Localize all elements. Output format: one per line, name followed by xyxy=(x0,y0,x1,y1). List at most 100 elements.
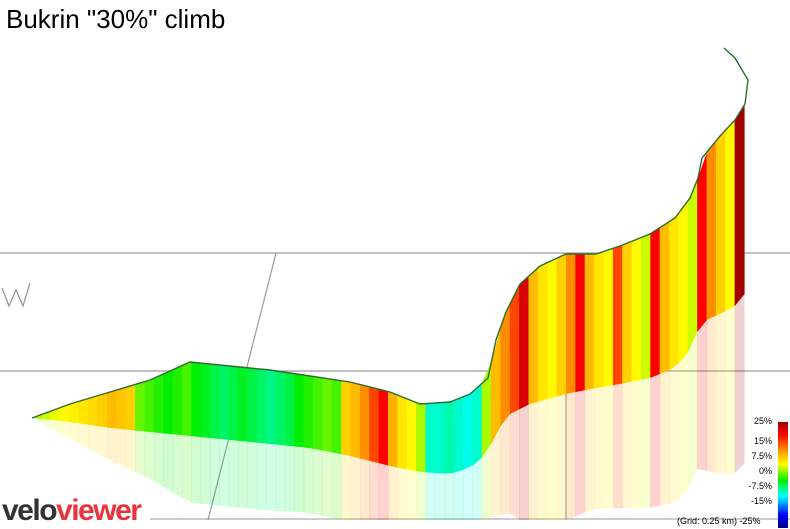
reflection-strip xyxy=(50,419,61,434)
reflection-strip xyxy=(491,425,502,518)
reflection-strip xyxy=(697,319,708,471)
gradient-strip xyxy=(369,386,380,464)
profile-top-edge xyxy=(31,47,749,419)
gradient-strip xyxy=(219,364,230,440)
reflection-strip xyxy=(135,430,146,477)
gradient-strip xyxy=(228,365,239,441)
chart-title: Bukrin "30%" climb xyxy=(6,4,226,34)
reflection-strip xyxy=(547,396,558,520)
gradient-strip xyxy=(247,367,258,443)
gradient-strip xyxy=(715,129,726,316)
reflection-strip xyxy=(172,434,183,499)
gradient-strip xyxy=(303,375,314,449)
reflection-strip xyxy=(256,442,267,511)
reflection-strip xyxy=(378,463,389,520)
gradient-strip xyxy=(163,369,174,435)
reflection-strip xyxy=(153,432,164,487)
gradient-strip xyxy=(294,373,305,448)
gradient-strip xyxy=(519,275,530,410)
reflection-strip xyxy=(210,438,220,506)
gradient-strip xyxy=(284,372,295,447)
reflection-strip xyxy=(219,438,230,507)
reflection-strip xyxy=(200,437,211,505)
reflection-strip xyxy=(41,418,52,429)
reflection-strip xyxy=(687,330,698,490)
gradient-strip xyxy=(144,378,155,433)
gradient-strip xyxy=(631,237,642,382)
reflection-strip xyxy=(528,401,539,520)
gradient-strip xyxy=(500,303,511,427)
gradient-strip xyxy=(725,119,736,312)
reflection-strip xyxy=(566,392,576,520)
profile-strips xyxy=(32,105,745,474)
reflection-strip xyxy=(481,442,492,520)
reflection-strip xyxy=(425,472,436,520)
gradient-strip xyxy=(313,376,324,451)
reflection-strip xyxy=(181,435,192,503)
gradient-strip xyxy=(669,212,680,371)
gradient-strip xyxy=(416,402,427,473)
reflection-strip xyxy=(622,381,633,509)
reflection-strip xyxy=(228,439,239,508)
gradient-strip xyxy=(350,382,361,459)
reflection-strip xyxy=(322,450,333,519)
grid-scale-note: (Grid: 0.25 km) -25% xyxy=(677,516,761,526)
reflection-strip xyxy=(556,393,567,520)
reflection-strip xyxy=(341,454,352,520)
gradient-strip xyxy=(491,325,502,445)
reflection-strip xyxy=(116,428,127,468)
gradient-legend: 25% 15% 7.5% 0% -7.5% -15% xyxy=(740,414,790,528)
gradient-strip xyxy=(547,258,558,400)
gradient-strip xyxy=(181,362,192,437)
reflection-strip xyxy=(734,294,745,474)
reflection-strip xyxy=(266,443,277,511)
gradient-strip xyxy=(210,364,220,439)
gradient-strip xyxy=(331,379,342,455)
reflection-strip xyxy=(669,363,680,505)
gradient-strip xyxy=(78,398,89,425)
reflection-strip xyxy=(144,431,155,482)
legend-label-neg15: -15% xyxy=(750,496,772,506)
reflection-strip xyxy=(60,420,71,439)
gradient-strip xyxy=(444,400,455,474)
reflection-strip xyxy=(238,440,249,509)
reflection-strip xyxy=(612,383,623,509)
gradient-strip xyxy=(135,381,146,432)
reflection-strip xyxy=(331,452,342,520)
gradient-strip xyxy=(97,392,108,428)
gradient-strip xyxy=(706,140,717,320)
gradient-strip xyxy=(275,370,286,446)
reflection-strip xyxy=(444,472,455,520)
gradient-strip xyxy=(434,402,445,474)
gradient-strip xyxy=(528,267,539,405)
gradient-color-scale xyxy=(778,422,788,528)
reflection-strip xyxy=(650,373,661,508)
gradient-strip xyxy=(622,241,633,384)
reflection-strip xyxy=(388,465,398,520)
reflection-strip xyxy=(725,305,736,474)
gradient-strip xyxy=(388,391,398,468)
gradient-strip xyxy=(116,387,127,430)
reflection-strip xyxy=(509,409,520,520)
reflection-strip xyxy=(191,436,202,504)
reflection-strip xyxy=(106,427,117,464)
gradient-strip xyxy=(659,221,670,375)
gradient-strip xyxy=(650,227,661,378)
gradient-strip xyxy=(106,389,117,429)
reflection-strip xyxy=(78,423,89,449)
gradient-strip xyxy=(678,200,689,364)
gradient-strip xyxy=(697,151,708,333)
reflection-strip xyxy=(406,469,417,520)
gradient-strip xyxy=(425,402,436,474)
reflection-strip xyxy=(294,446,305,513)
gradient-strip xyxy=(60,403,71,423)
reflection-strip xyxy=(303,447,314,514)
veloviewer-logo[interactable]: veloviewer xyxy=(2,494,142,527)
reflection-strip xyxy=(640,377,651,508)
gradient-strip xyxy=(594,251,605,389)
gradient-strip xyxy=(238,366,249,442)
gradient-strip xyxy=(575,254,586,393)
reflection-strip xyxy=(575,390,586,517)
gradient-strip xyxy=(509,284,520,415)
